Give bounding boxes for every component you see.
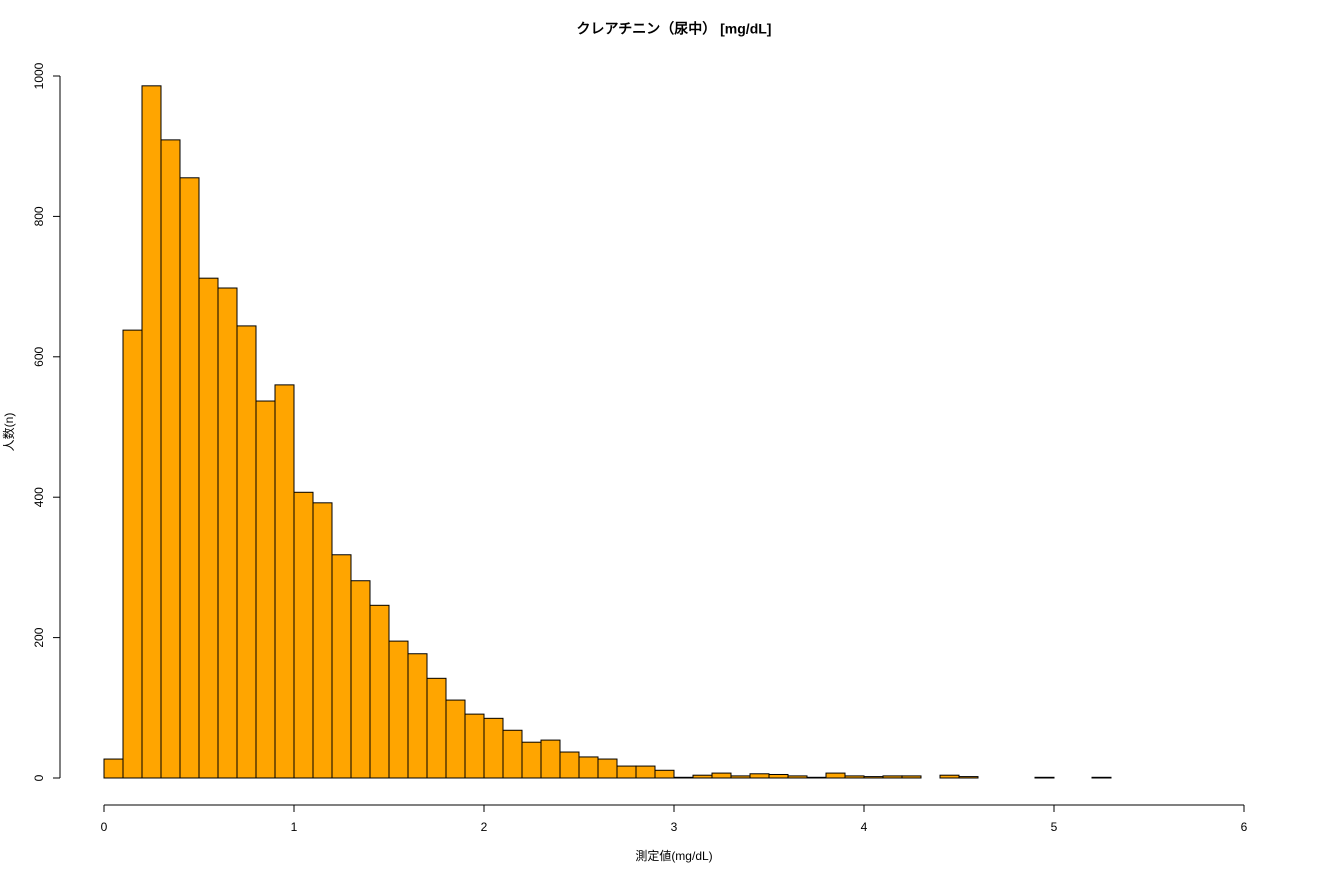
bar (882, 775, 903, 779)
y-tick-label: 1000 (32, 62, 46, 89)
bar (217, 287, 238, 779)
x-tick-label: 1 (291, 820, 298, 834)
bar (825, 772, 846, 779)
bar (350, 580, 371, 779)
bar (578, 756, 599, 779)
bar (160, 139, 181, 779)
x-tick-label: 2 (481, 820, 488, 834)
x-tick-label: 6 (1241, 820, 1248, 834)
bar (141, 85, 162, 779)
bar (236, 325, 257, 779)
y-tick-label: 200 (32, 627, 46, 647)
x-tick-label: 4 (861, 820, 868, 834)
bar (692, 774, 713, 779)
y-tick-label: 800 (32, 206, 46, 226)
y-tick-label: 0 (32, 774, 46, 781)
bar (388, 640, 409, 779)
bar (901, 775, 922, 779)
bar (103, 758, 124, 779)
bar (787, 775, 808, 779)
bar (521, 741, 542, 779)
bar (312, 502, 333, 779)
bar (958, 776, 979, 779)
bar (331, 554, 352, 779)
bar (863, 776, 884, 779)
bar (654, 769, 675, 779)
bar (179, 177, 200, 779)
bar (540, 739, 561, 779)
bar (559, 751, 580, 779)
bar (711, 772, 732, 779)
bar (635, 765, 656, 779)
y-tick-label: 400 (32, 487, 46, 507)
bar (844, 775, 865, 779)
bar (464, 713, 485, 779)
x-tick-label: 5 (1051, 820, 1058, 834)
bar (255, 400, 276, 779)
bar (616, 765, 637, 779)
bar (445, 699, 466, 779)
bar (293, 491, 314, 779)
bar (1034, 776, 1055, 779)
bar (749, 773, 770, 779)
bar (483, 717, 504, 779)
y-axis-label: 人数(n) (1, 413, 16, 452)
bar (502, 729, 523, 779)
bar (274, 384, 295, 779)
bar (122, 329, 143, 779)
bar (426, 677, 447, 779)
bar (673, 776, 694, 779)
x-tick-label: 0 (101, 820, 108, 834)
bar (730, 775, 751, 779)
bar (597, 758, 618, 779)
bar (198, 277, 219, 779)
bar (768, 773, 789, 779)
bar (806, 776, 827, 779)
bar (369, 604, 390, 779)
x-axis-label: 測定値(mg/dL) (635, 848, 712, 863)
chart-title: クレアチニン（尿中） [mg/dL] (577, 21, 772, 37)
x-tick-label: 3 (671, 820, 678, 834)
y-tick-label: 600 (32, 346, 46, 366)
bar (407, 653, 428, 779)
bar (1091, 776, 1112, 779)
bar (939, 774, 960, 779)
